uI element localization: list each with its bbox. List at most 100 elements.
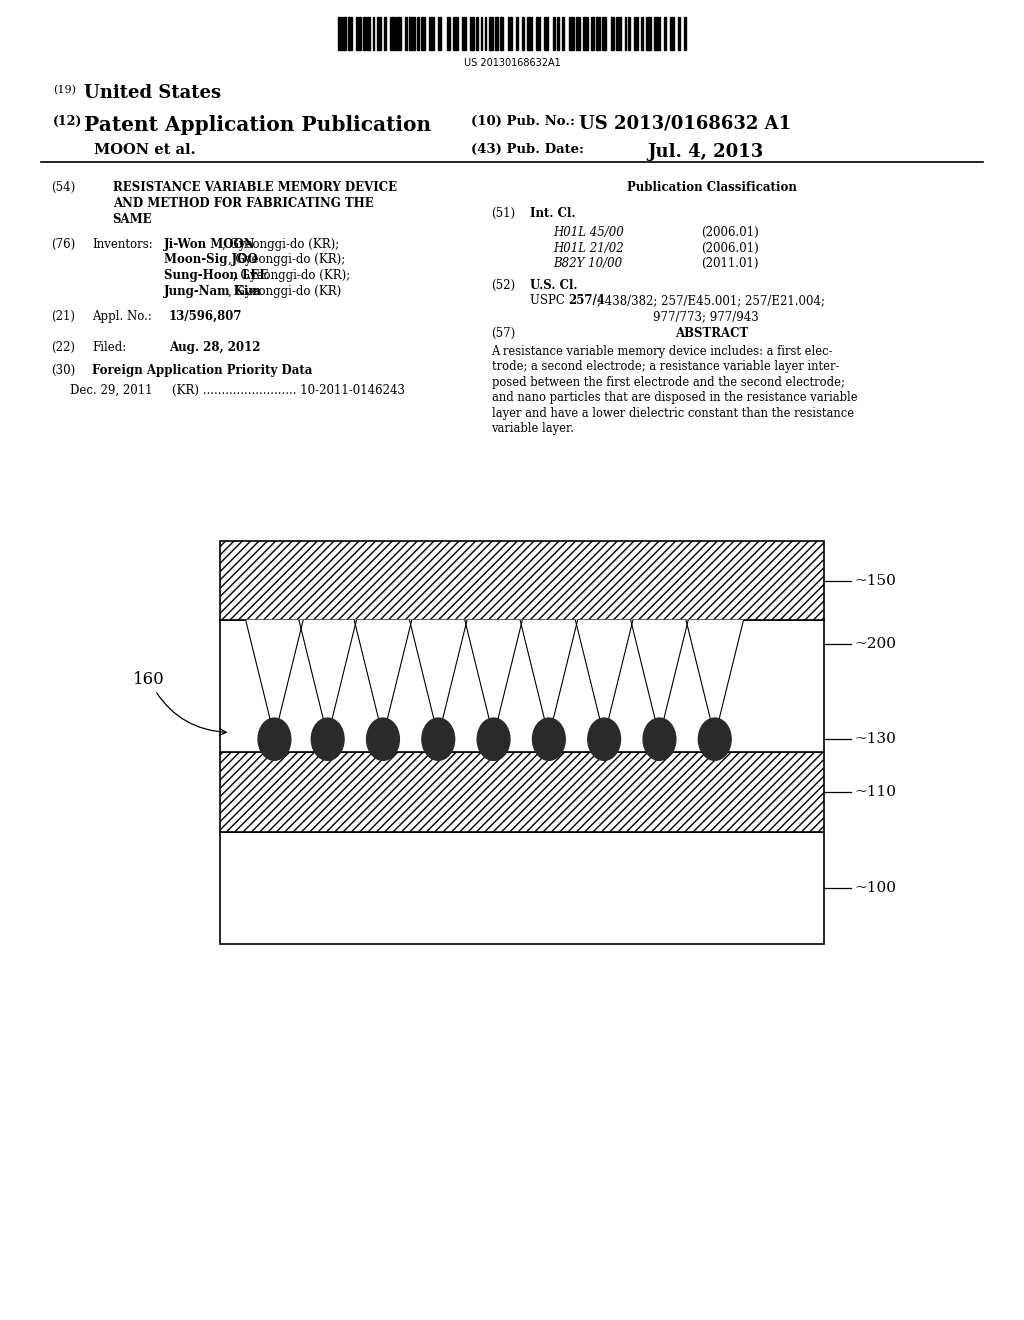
Bar — [462, 17, 467, 50]
Text: Aug. 28, 2012: Aug. 28, 2012 — [169, 341, 260, 354]
Text: Sung-Hoon LEE: Sung-Hoon LEE — [164, 269, 268, 282]
Bar — [417, 17, 419, 50]
Text: (76): (76) — [51, 238, 76, 251]
Text: US 20130168632A1: US 20130168632A1 — [464, 58, 560, 69]
Bar — [220, 620, 824, 752]
Bar — [508, 17, 512, 50]
Text: (21): (21) — [51, 310, 75, 323]
Text: US 2013/0168632 A1: US 2013/0168632 A1 — [579, 115, 791, 133]
Bar — [544, 17, 549, 50]
Text: (2006.01): (2006.01) — [701, 242, 759, 255]
Bar — [501, 17, 503, 50]
Bar — [470, 17, 474, 50]
Circle shape — [532, 718, 565, 760]
Text: 160: 160 — [133, 671, 226, 735]
Text: Publication Classification: Publication Classification — [627, 181, 797, 194]
Polygon shape — [410, 620, 467, 721]
Circle shape — [643, 718, 676, 760]
Bar — [522, 17, 524, 50]
Text: RESISTANCE VARIABLE MEMORY DEVICE: RESISTANCE VARIABLE MEMORY DEVICE — [113, 181, 396, 194]
Text: (19): (19) — [53, 84, 76, 95]
Bar — [670, 17, 674, 50]
Text: Patent Application Publication: Patent Application Publication — [84, 115, 431, 135]
Text: (KR) ......................... 10-2011-0146243: (KR) ......................... 10-2011-0… — [172, 384, 406, 397]
Bar — [438, 17, 441, 50]
Polygon shape — [299, 620, 356, 721]
Bar — [654, 17, 659, 50]
Text: , Gyeonggi-do (KR);: , Gyeonggi-do (KR); — [227, 253, 345, 267]
Text: Ji-Won MOON: Ji-Won MOON — [164, 238, 255, 251]
Circle shape — [698, 718, 731, 760]
Circle shape — [258, 718, 291, 760]
Bar — [377, 17, 381, 50]
Polygon shape — [686, 620, 743, 721]
Text: Inventors:: Inventors: — [92, 238, 153, 251]
Text: Dec. 29, 2011: Dec. 29, 2011 — [70, 384, 153, 397]
Bar — [410, 17, 415, 50]
Text: ~130: ~130 — [854, 733, 896, 746]
Bar — [628, 17, 630, 50]
Text: , Gyeonggi-do (KR);: , Gyeonggi-do (KR); — [233, 269, 350, 282]
Text: ABSTRACT: ABSTRACT — [675, 327, 749, 341]
Text: ~100: ~100 — [854, 880, 896, 895]
Text: ~110: ~110 — [854, 785, 896, 799]
Text: Int. Cl.: Int. Cl. — [530, 207, 575, 220]
Text: B82Y 10/00: B82Y 10/00 — [553, 257, 623, 271]
Bar — [496, 17, 499, 50]
Text: AND METHOD FOR FABRICATING THE: AND METHOD FOR FABRICATING THE — [113, 197, 374, 210]
Text: 257/4: 257/4 — [568, 294, 605, 308]
Bar — [384, 17, 386, 50]
Text: (51): (51) — [492, 207, 516, 220]
Bar — [368, 17, 370, 50]
Text: (2011.01): (2011.01) — [701, 257, 759, 271]
Bar — [348, 17, 352, 50]
Text: 13/596,807: 13/596,807 — [169, 310, 243, 323]
Bar — [373, 17, 375, 50]
Text: Jung-Nam Kim: Jung-Nam Kim — [164, 285, 262, 298]
Text: (52): (52) — [492, 279, 516, 292]
Bar — [454, 17, 458, 50]
Circle shape — [311, 718, 344, 760]
Text: H01L 21/02: H01L 21/02 — [553, 242, 624, 255]
Text: Jul. 4, 2013: Jul. 4, 2013 — [647, 143, 764, 161]
Circle shape — [367, 718, 399, 760]
Bar — [338, 17, 342, 50]
Text: H01L 45/00: H01L 45/00 — [553, 226, 624, 239]
Text: (54): (54) — [51, 181, 76, 194]
Text: Filed:: Filed: — [92, 341, 126, 354]
Bar — [684, 17, 686, 50]
Text: Moon-Sig JOO: Moon-Sig JOO — [164, 253, 258, 267]
Text: USPC: USPC — [530, 294, 572, 308]
Bar — [356, 17, 361, 50]
Bar — [421, 17, 425, 50]
Bar — [665, 17, 666, 50]
Text: Appl. No.:: Appl. No.: — [92, 310, 152, 323]
Bar — [625, 17, 627, 50]
Text: , Gyeonggi-do (KR): , Gyeonggi-do (KR) — [227, 285, 341, 298]
Circle shape — [477, 718, 510, 760]
Text: 977/773; 977/943: 977/773; 977/943 — [653, 310, 759, 323]
Bar — [220, 832, 824, 944]
Bar — [592, 17, 594, 50]
Text: (22): (22) — [51, 341, 75, 354]
Bar — [553, 17, 555, 50]
Bar — [396, 17, 400, 50]
Bar — [536, 17, 540, 50]
Text: ~150: ~150 — [854, 574, 896, 587]
Text: , Gyeonggi-do (KR);: , Gyeonggi-do (KR); — [222, 238, 340, 251]
Text: A resistance variable memory device includes: a first elec-: A resistance variable memory device incl… — [492, 345, 833, 358]
Bar — [634, 17, 638, 50]
Text: (10) Pub. No.:: (10) Pub. No.: — [471, 115, 575, 128]
Bar — [484, 17, 486, 50]
Polygon shape — [520, 620, 578, 721]
Text: (2006.01): (2006.01) — [701, 226, 759, 239]
Text: trode; a second electrode; a resistance variable layer inter-: trode; a second electrode; a resistance … — [492, 360, 839, 374]
Bar — [602, 17, 606, 50]
Bar — [557, 17, 559, 50]
Text: (12): (12) — [53, 115, 83, 128]
Bar — [646, 17, 651, 50]
Text: (43) Pub. Date:: (43) Pub. Date: — [471, 143, 584, 156]
Text: posed between the first electrode and the second electrode;: posed between the first electrode and th… — [492, 376, 845, 388]
Bar — [616, 17, 622, 50]
Bar — [220, 752, 824, 832]
